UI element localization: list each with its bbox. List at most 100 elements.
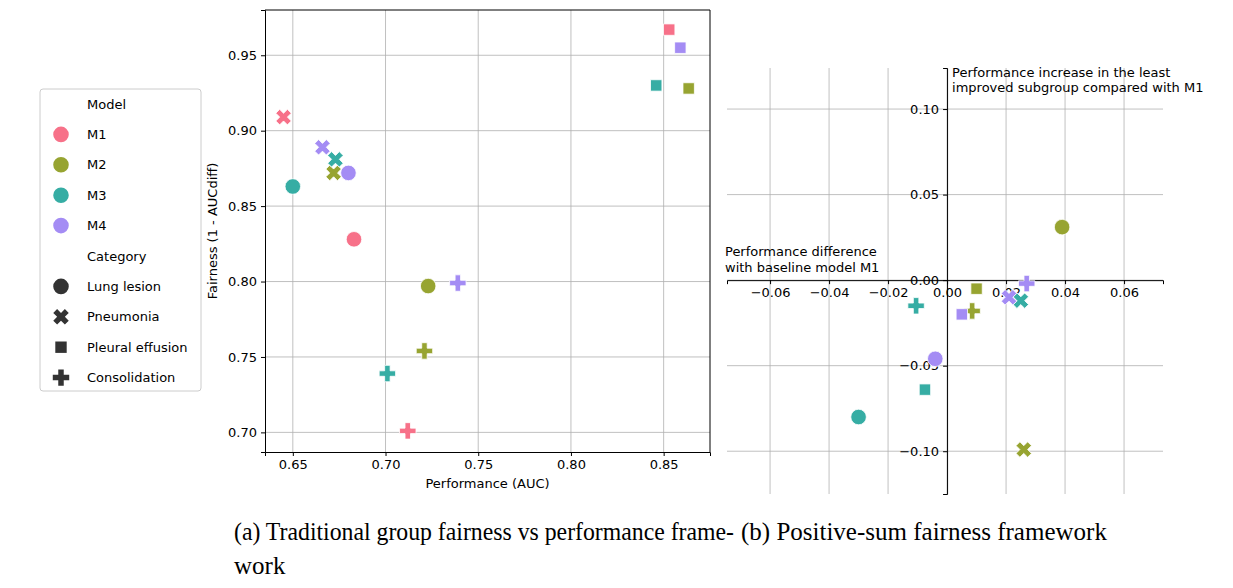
point: [1018, 275, 1034, 291]
y-tick-mark: [261, 206, 265, 207]
point: [997, 286, 1020, 309]
y-tick: 0.90: [228, 123, 265, 138]
y-tick: 0.80: [228, 274, 265, 289]
point: [400, 423, 416, 439]
legend-title: Category: [87, 249, 147, 264]
y-tick-label: 0.85: [228, 199, 257, 214]
grid: [727, 68, 1163, 494]
y-tick-mark: [261, 357, 265, 358]
y-axis-line: [261, 11, 266, 453]
y-tick: 0.05: [910, 187, 947, 202]
x-axis: 0.650.700.750.800.85: [266, 452, 711, 472]
grid-line-x: [570, 10, 571, 452]
y-tick: 0.10: [910, 102, 947, 117]
y-tick-label: 0.90: [228, 123, 257, 138]
grid-line-y: [265, 130, 710, 131]
x-tick-label: −0.06: [751, 285, 791, 300]
y-tick-label: 0.05: [910, 187, 939, 202]
legend-marker: [53, 369, 69, 385]
x-tick: −0.04: [810, 280, 850, 300]
y-tick-mark: [943, 366, 947, 367]
y-tick-mark: [943, 280, 947, 281]
point: [1054, 219, 1070, 235]
point: [272, 105, 295, 128]
x-tick-mark: [571, 452, 572, 456]
x-tick-mark: [1006, 280, 1007, 284]
x-tick: 0.06: [1110, 280, 1139, 300]
y-tick-mark: [261, 131, 265, 132]
x-tick-label: −0.02: [869, 285, 909, 300]
x-tick: 0.75: [464, 452, 493, 472]
point: [956, 309, 967, 320]
x-tick-mark: [478, 452, 479, 456]
grid-line-y: [727, 365, 1163, 366]
grid-line-x: [385, 10, 386, 452]
point: [311, 136, 334, 159]
y-tick-label: 0.10: [910, 102, 939, 117]
grid-line-y: [265, 206, 710, 207]
x-tick: 0.04: [1051, 280, 1080, 300]
legend-label: Lung lesion: [87, 279, 161, 294]
y-axis: −0.10−0.050.000.050.10: [899, 69, 947, 495]
y-tick-label: 0.70: [228, 425, 257, 440]
point: [675, 42, 686, 53]
x-tick-label: 0.06: [1110, 285, 1139, 300]
x-tick-mark: [386, 452, 387, 456]
point: [927, 351, 943, 367]
y-tick: 0.85: [228, 199, 265, 214]
y-tick-label: −0.10: [899, 444, 939, 459]
x-axis-line: [728, 281, 1164, 285]
grid-line-y: [265, 432, 710, 433]
y-tick: 0.75: [228, 350, 265, 365]
x-tick: −0.06: [751, 280, 791, 300]
point: [285, 179, 301, 195]
point: [971, 283, 982, 294]
grid-line-y: [727, 109, 1163, 110]
x-tick-mark: [1124, 280, 1125, 284]
x-axis-line: [266, 453, 711, 457]
y-tick-label: 0.80: [228, 274, 257, 289]
grid-line-x: [292, 10, 293, 452]
legend-marker: [53, 218, 69, 234]
legend-label: Pleural effusion: [87, 340, 188, 355]
y-tick-mark: [943, 451, 947, 452]
point: [346, 232, 362, 248]
panel-1: −0.06−0.04−0.020.000.020.040.06−0.10−0.0…: [725, 65, 1203, 495]
background: [0, 0, 1233, 588]
y-axis-line: [943, 69, 948, 495]
y-tick-label: 0.95: [228, 48, 257, 63]
legend: ModelM1M2M3M4CategoryLung lesionPneumoni…: [40, 89, 201, 391]
x-axis-title: Performance (AUC): [425, 476, 549, 491]
legend-label: Consolidation: [87, 370, 175, 385]
y-tick-mark: [261, 432, 265, 433]
x-tick: −0.02: [869, 280, 909, 300]
point: [416, 343, 432, 359]
y-tick-label: 0.75: [228, 350, 257, 365]
y-axis-title: Fairness (1 - AUCdiff): [205, 163, 220, 300]
legend-marker: [53, 279, 69, 295]
y-tick-mark: [261, 55, 265, 56]
x-tick-label: −0.04: [810, 285, 850, 300]
legend-marker: [49, 305, 72, 328]
legend-label: M4: [87, 218, 107, 233]
x-tick-mark: [770, 280, 771, 284]
y-axis-title: Performance increase in the leastimprove…: [952, 65, 1203, 95]
y-tick: 0.00: [910, 273, 947, 288]
points: [851, 219, 1070, 461]
x-tick-label: 0.04: [1051, 285, 1080, 300]
y-axis: 0.70 0.75 0.80 0.85 0.90 0.95: [228, 11, 265, 453]
frame-top: [265, 10, 710, 11]
grid-line-y: [265, 55, 710, 56]
x-tick-label: 0.65: [279, 457, 308, 472]
point: [851, 409, 867, 425]
legend-marker: [53, 187, 69, 203]
chart-svg: 0.65 0.70 0.75 0.80 0.850.70 0.75 0.80 0.85 0.90…: [0, 0, 1233, 588]
grid: [265, 10, 710, 452]
x-tick-label: 0.70: [372, 457, 401, 472]
y-tick-label: 0.00: [910, 273, 939, 288]
grid-line-y: [265, 281, 710, 282]
frame-right: [710, 10, 711, 452]
legend-box: [40, 89, 201, 391]
point: [919, 384, 930, 395]
y-tick-mark: [261, 282, 265, 283]
